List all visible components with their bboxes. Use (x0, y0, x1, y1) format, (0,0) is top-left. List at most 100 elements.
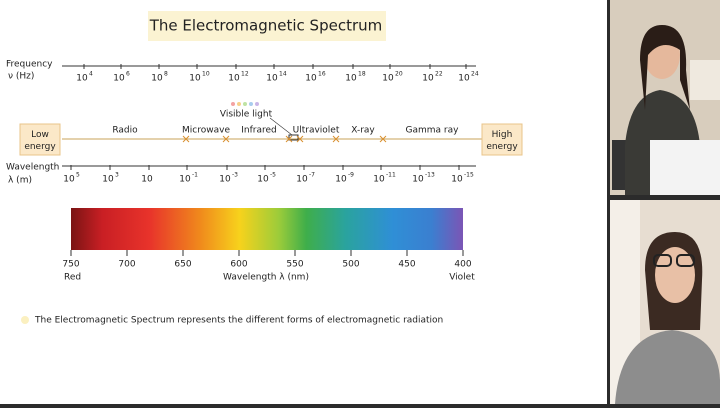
violet-label: Violet (449, 273, 475, 283)
tick-base: 10 (151, 74, 163, 84)
tick-label: 700 (118, 260, 135, 270)
tick-base: 10 (179, 175, 191, 185)
tick-label: 650 (174, 260, 191, 270)
tick-base: 10 (102, 175, 114, 185)
tick-base: 10 (219, 175, 231, 185)
tick-exponent: 5 (76, 172, 80, 179)
tick-base: 10 (63, 175, 75, 185)
region-label: Infrared (241, 126, 277, 136)
energy-word: High (492, 130, 513, 140)
title: The Electromagnetic Spectrum (149, 17, 383, 35)
region-divider (379, 135, 387, 143)
tick-label: 450 (398, 260, 415, 270)
tick-exponent: 10 (202, 71, 210, 78)
tick-base: 10 (141, 175, 153, 185)
tick-base: 10 (451, 175, 463, 185)
high-energy-box (481, 123, 523, 156)
region-label: Gamma ray (406, 126, 460, 136)
tick-exponent: 12 (241, 71, 249, 78)
axis-label: Wavelength λ (nm) (223, 273, 309, 283)
tick-exponent: -1 (192, 172, 198, 179)
glasses (676, 254, 695, 267)
low-energy-box (19, 123, 61, 156)
tick-exponent: 3 (115, 172, 119, 179)
tick-label: 400 (454, 260, 471, 270)
tick-exponent: 18 (358, 71, 366, 78)
energy-word: energy (486, 142, 518, 152)
tick-base: 10 (412, 175, 424, 185)
tick-label: 600 (230, 260, 247, 270)
slide (0, 0, 607, 404)
tick-exponent: -3 (232, 172, 238, 179)
region-label: Radio (112, 126, 138, 136)
visible-light-label: Visible light (220, 110, 273, 120)
face (655, 247, 695, 303)
tick-exponent: 8 (164, 71, 168, 78)
tick-exponent: 6 (126, 71, 130, 78)
pointer (269, 117, 293, 136)
tick-exponent: 22 (435, 71, 443, 78)
frequency-label: Frequency (6, 60, 53, 70)
paper (650, 140, 720, 195)
region-label: Microwave (182, 126, 230, 136)
region-divider (332, 135, 340, 143)
tick-base: 10 (76, 74, 88, 84)
tick-exponent: 16 (318, 71, 326, 78)
tick-exponent: -15 (464, 172, 474, 179)
color-dot (237, 102, 241, 106)
tick-label: 500 (342, 260, 359, 270)
tick-base: 10 (189, 74, 201, 84)
tick-exponent: -9 (348, 172, 354, 179)
tick-exponent: -11 (386, 172, 396, 179)
tick-base: 10 (373, 175, 385, 185)
title-highlight (148, 11, 386, 41)
tick-exponent: 4 (89, 71, 93, 78)
tick-base: 10 (382, 74, 394, 84)
tick-base: 10 (257, 175, 269, 185)
tick-exponent: 20 (395, 71, 403, 78)
tick-exponent: 24 (471, 71, 479, 78)
region-divider (222, 135, 230, 143)
tick-base: 10 (458, 74, 470, 84)
note: The Electromagnetic Spectrum represents … (34, 316, 443, 326)
wavelength-unit: λ (m) (8, 176, 32, 186)
region-label: Ultraviolet (293, 126, 340, 136)
energy-word: energy (24, 142, 56, 152)
tick-label: 750 (62, 260, 79, 270)
color-dot (243, 102, 247, 106)
region-label: X-ray (351, 126, 375, 136)
wavelength-label: Wavelength (6, 163, 59, 173)
region-divider (296, 135, 304, 143)
tick-base: 10 (266, 74, 278, 84)
tick-base: 10 (335, 175, 347, 185)
tick-exponent: 14 (279, 71, 287, 78)
visible-spectrum-bar (71, 208, 463, 250)
red-label: Red (64, 273, 81, 283)
tick-base: 10 (296, 175, 308, 185)
tick-label: 550 (286, 260, 303, 270)
region-divider (182, 135, 190, 143)
energy-word: Low (31, 130, 49, 140)
tick-exponent: -5 (270, 172, 276, 179)
tick-base: 10 (345, 74, 357, 84)
hair (640, 25, 690, 110)
shelf (690, 60, 720, 100)
color-dot (231, 102, 235, 106)
frequency-unit: ν (Hz) (8, 72, 34, 82)
glasses (653, 254, 672, 267)
tick-exponent: -7 (309, 172, 315, 179)
region-divider (285, 135, 293, 143)
tick-exponent: -13 (425, 172, 435, 179)
bullet (21, 316, 29, 324)
energy-label: Low energy (24, 130, 56, 152)
color-dot (249, 102, 253, 106)
tick-base: 10 (228, 74, 240, 84)
tick-base: 10 (422, 74, 434, 84)
tick-base: 10 (305, 74, 317, 84)
color-dot (255, 102, 259, 106)
energy-label: High energy (486, 130, 518, 152)
tick-base: 10 (113, 74, 125, 84)
shirt (615, 330, 720, 404)
